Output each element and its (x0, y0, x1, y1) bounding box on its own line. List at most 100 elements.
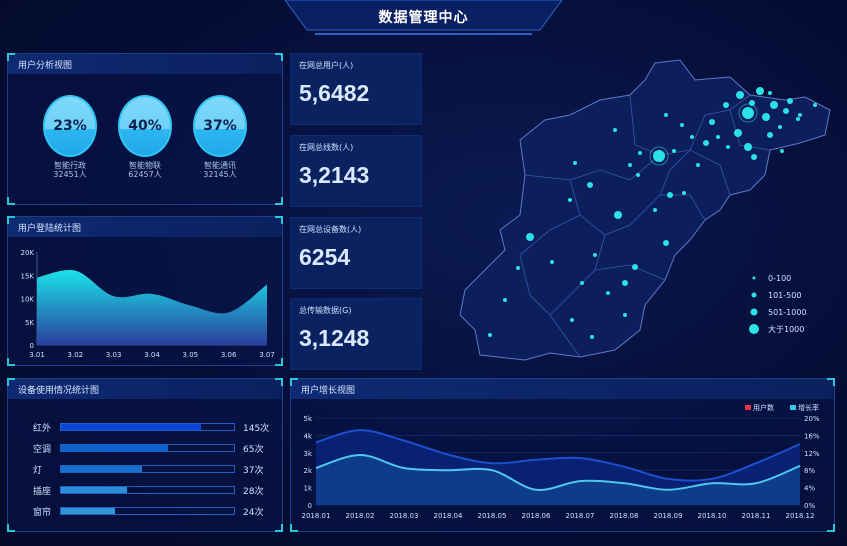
map-dot (770, 101, 778, 109)
x-tick-label: 2018.07 (566, 512, 595, 520)
device-name: 插座 (33, 487, 52, 497)
stat-card-data: 总传输数据(G) 3,1248 (290, 298, 422, 370)
page-title: 数据管理中心 (378, 10, 469, 26)
user-analysis-panel: 用户分析视图 23% 智能行政 32451人 40% 智能物联 62457人 37%… (7, 53, 283, 205)
x-tick-label: 2018.01 (302, 512, 331, 520)
map-dot (663, 240, 669, 246)
ball-label: 智能通讯 32145人 (203, 161, 237, 179)
map-dot (623, 313, 627, 317)
map-dot (768, 91, 772, 95)
map-dot (672, 149, 676, 153)
map-dot (526, 233, 534, 241)
stat-label: 总传输数据(G) (299, 306, 352, 315)
title-bar: 数据管理中心 (285, 0, 562, 38)
series-area (316, 454, 800, 505)
legend-label: 501-1000 (768, 308, 807, 317)
device-count: 24次 (243, 508, 264, 518)
device-count: 145次 (243, 424, 270, 434)
login-area (37, 269, 267, 345)
stat-label: 在网总用户(人) (299, 61, 354, 70)
map-dot (587, 182, 593, 188)
map-dot (696, 163, 700, 167)
x-tick-label: 3.01 (29, 351, 45, 359)
legend-label: 增长率 (798, 403, 819, 412)
map-dot (726, 145, 730, 149)
map-dot (590, 335, 594, 339)
map-dot (703, 140, 709, 146)
x-tick-label: 2018.11 (742, 512, 771, 520)
x-tick-label: 3.03 (106, 351, 122, 359)
device-name: 窗帘 (33, 508, 52, 518)
map-dot-halo (738, 103, 758, 123)
stat-card-lines: 在网总线数(人) 3,2143 (290, 135, 422, 207)
device-row: 窗帘 24次 (33, 505, 273, 518)
y-tick-label: 10K (21, 296, 35, 304)
map-dot (787, 98, 793, 104)
user-growth-chart: 0 0% 1k 4% 2k 8% 3k 12% 4k 16% 5k 20% 2018.01 2018.02… (302, 403, 820, 520)
legend-label: 0-100 (768, 274, 791, 283)
map-dot (503, 298, 507, 302)
ball-label: 智能物联 62457人 (128, 161, 162, 179)
map-dot (638, 151, 642, 155)
map-legend: 0-100 101-500 501-1000 大于1000 (749, 274, 807, 334)
stat-value: 3,2143 (299, 162, 370, 188)
map-dot (664, 113, 668, 117)
map-dot-halo (649, 146, 669, 166)
device-name: 空调 (33, 445, 52, 455)
map-dot (488, 333, 492, 337)
y-right-tick: 16% (804, 432, 820, 440)
y-tick-label: 0 (30, 342, 34, 350)
y-left-tick: 1k (303, 485, 312, 493)
panel-title: 用户增长视图 (291, 379, 834, 399)
x-tick-label: 3.07 (259, 351, 275, 359)
y-left-tick: 2k (303, 467, 312, 475)
device-row: 灯 37次 (33, 463, 273, 476)
panel-title: 设备使用情况统计图 (8, 379, 282, 399)
x-tick-label: 2018.02 (346, 512, 375, 520)
device-usage-panel: 设备使用情况统计图 红外 145次空调 65次灯 37次插座 28次窗帘 24次 (7, 378, 283, 532)
map-dot (749, 100, 755, 106)
map-dot (813, 103, 817, 107)
panel-title: 用户分析视图 (8, 54, 282, 74)
stat-value: 6254 (299, 244, 351, 270)
map-dot (550, 260, 554, 264)
map-dot (756, 87, 764, 95)
legend-dot (749, 324, 759, 334)
percent-ball: 37% (193, 95, 247, 157)
panel-title: 用户登陆统计图 (8, 217, 282, 237)
map-dot (762, 113, 770, 121)
map-dot (767, 132, 773, 138)
region-map[interactable]: 0-100 101-500 501-1000 大于1000 (430, 55, 845, 365)
map-dot (780, 149, 784, 153)
legend-label: 101-500 (768, 291, 801, 300)
map-dot (744, 143, 752, 151)
map-dot (570, 318, 574, 322)
map-dot (653, 208, 657, 212)
device-count: 65次 (243, 445, 264, 455)
device-row: 空调 65次 (33, 442, 273, 455)
device-count: 28次 (243, 487, 264, 497)
map-dot (653, 150, 665, 162)
usage-bar (60, 486, 235, 494)
map-dot (568, 198, 572, 202)
x-tick-label: 2018.09 (654, 512, 683, 520)
x-tick-label: 2018.04 (434, 512, 463, 520)
legend-dot (750, 308, 758, 316)
stat-label: 在网总线数(人) (299, 143, 354, 152)
title-frame (285, 0, 562, 35)
x-tick-label: 3.02 (68, 351, 84, 359)
y-right-tick: 20% (804, 415, 820, 423)
device-name: 红外 (33, 424, 52, 434)
login-area-chart: 0 5K 10K 15K 20K 3.01 3.02 3.03 3.04 3.05 3.06 3.07 (21, 249, 275, 359)
usage-bar (60, 423, 235, 431)
y-left-tick: 5k (303, 415, 312, 423)
usage-bar (60, 507, 235, 515)
x-tick-label: 2018.10 (698, 512, 727, 520)
map-dot (667, 192, 673, 198)
device-row: 红外 145次 (33, 421, 273, 434)
x-tick-label: 2018.12 (786, 512, 815, 520)
map-dot (516, 266, 520, 270)
map-dot (573, 161, 577, 165)
y-right-tick: 0% (804, 502, 815, 510)
device-row: 插座 28次 (33, 484, 273, 497)
